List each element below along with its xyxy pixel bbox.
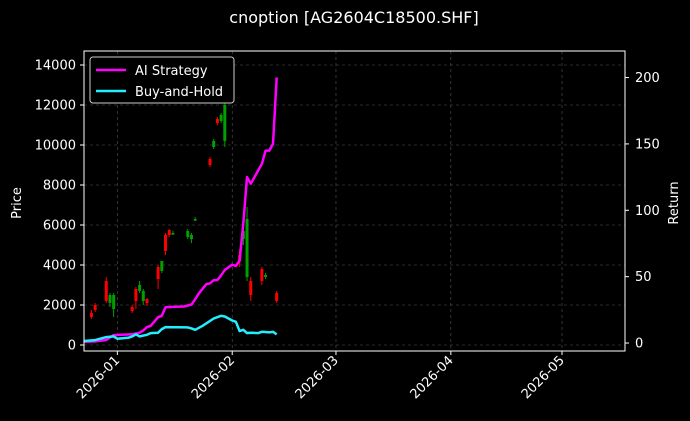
candle-body-28 (264, 275, 268, 277)
candle-body-8 (141, 291, 145, 301)
candle-body-10 (156, 267, 160, 279)
plot-frame (83, 50, 626, 352)
candle-body-3 (108, 295, 112, 303)
candle-body-9 (145, 299, 149, 303)
y-tick-label-0: 0 (68, 339, 76, 354)
candle-body-26 (249, 281, 253, 295)
y-right-tick-label-4: 200 (635, 71, 660, 86)
y-right-tick-label-0: 0 (635, 337, 643, 352)
y-axis-label-right: Return (667, 181, 682, 224)
y-axis-right: 0 50 100 150 200 (625, 71, 660, 352)
candle-body-19 (212, 141, 216, 147)
y-axis-left: 0 2000 4000 6000 8000 10000 12000 14000 (35, 59, 84, 354)
y-tick-label-1: 2000 (43, 299, 76, 314)
candle-body-4 (112, 295, 116, 309)
y-right-tick-label-2: 100 (635, 204, 660, 219)
legend-label-ai-strategy: AI Strategy (135, 64, 208, 79)
candle-body-11 (160, 261, 164, 271)
y-tick-label-6: 12000 (35, 99, 76, 114)
candle-body-1 (93, 305, 97, 310)
candle-body-5 (130, 307, 134, 311)
y-axis-label: Price (10, 187, 25, 219)
series-line-ai-strategy (83, 77, 278, 343)
candle-body-14 (171, 233, 175, 235)
candle-body-12 (164, 235, 168, 251)
y-right-tick-label-3: 150 (635, 137, 660, 152)
y-tick-label-4: 8000 (43, 179, 76, 194)
series-lines (83, 77, 278, 343)
candle-body-2 (104, 281, 108, 301)
y-tick-label-7: 14000 (35, 59, 76, 74)
y-tick-label-2: 4000 (43, 259, 76, 274)
candle-body-16 (189, 235, 193, 239)
legend-label-buy-and-hold: Buy-and-Hold (135, 85, 223, 100)
y-right-tick-label-1: 50 (635, 270, 652, 285)
candle-body-20 (215, 119, 219, 123)
chart-title: cnoption [AG2604C18500.SHF] (229, 8, 478, 27)
candle-body-13 (167, 230, 171, 235)
series-line-buy-and-hold (83, 314, 278, 343)
candle-body-25 (245, 219, 249, 277)
candle-body-22 (223, 105, 227, 141)
candle-body-7 (138, 285, 142, 291)
candle-body-6 (134, 289, 138, 301)
candle-body-15 (186, 231, 190, 237)
candle-body-21 (219, 115, 223, 121)
candle-body-0 (89, 313, 93, 317)
candle-body-27 (260, 269, 264, 281)
candle-body-17 (193, 219, 197, 221)
y-tick-label-3: 6000 (43, 219, 76, 234)
y-tick-label-5: 10000 (35, 139, 76, 154)
candle-body-18 (208, 159, 212, 165)
candle-body-29 (275, 293, 279, 301)
legend: AI Strategy Buy-and-Hold (89, 56, 235, 104)
